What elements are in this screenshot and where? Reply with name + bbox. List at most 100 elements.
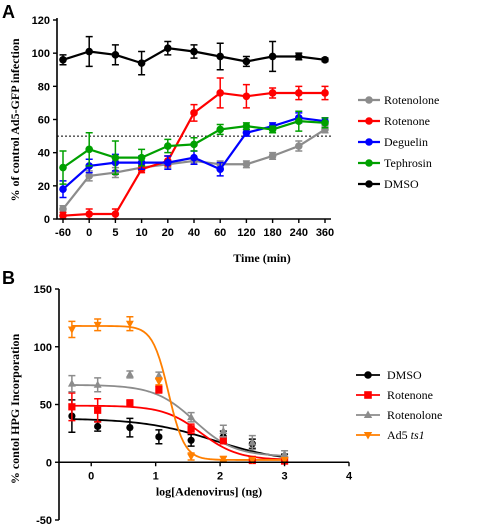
- legend-label: Rotenone: [384, 114, 430, 128]
- y-tick-label: 50: [40, 400, 52, 412]
- legend-marker: [364, 391, 372, 399]
- data-point-dmso: [155, 433, 163, 441]
- x-tick-label: 240: [290, 227, 308, 239]
- legend-item-deguelin: Deguelin: [358, 135, 428, 149]
- series-dmso: [59, 35, 329, 76]
- data-point-deguelin: [190, 153, 198, 162]
- legend-item-rotenolone: Rotenolone: [356, 408, 442, 422]
- data-point-dmso: [216, 52, 224, 61]
- data-point-dmso: [268, 52, 277, 61]
- legend-label: Rotenolone: [384, 93, 439, 107]
- data-point-deguelin: [242, 128, 251, 137]
- data-point-rotenone: [85, 210, 93, 218]
- x-tick-label: 360: [316, 227, 334, 239]
- data-point-rotenolone: [93, 380, 102, 388]
- data-point-rotenone: [219, 436, 227, 444]
- data-point-ad5-ts1: [93, 321, 102, 330]
- legend-item-rotenone: Rotenone: [356, 388, 433, 402]
- data-point-rotenolone: [280, 449, 289, 458]
- data-point-rotenone: [94, 406, 102, 414]
- y-tick-label: 100: [34, 342, 52, 354]
- data-point-tephrosin: [268, 125, 277, 134]
- series-rotenolone: [67, 370, 289, 459]
- data-point-dmso: [321, 56, 329, 64]
- legend-label: Deguelin: [384, 135, 428, 149]
- y-tick-label: 20: [38, 181, 50, 193]
- data-point-tephrosin: [137, 153, 146, 162]
- x-tick-label: 3: [281, 470, 287, 482]
- data-point-dmso: [94, 422, 102, 431]
- data-point-rotenolone: [248, 438, 257, 446]
- data-point-rotenone: [321, 89, 329, 97]
- legend-marker: [365, 159, 373, 167]
- data-point-rotenone: [111, 210, 120, 218]
- x-tick-label: 120: [237, 227, 255, 239]
- x-tick-label: 40: [188, 227, 200, 239]
- data-point-rotenolone: [268, 152, 277, 160]
- panel-b-legend: DMSO Rotenone Rotenolone Ad5 ts1: [356, 368, 442, 442]
- data-point-tephrosin: [111, 153, 120, 162]
- data-point-rotenolone: [67, 379, 76, 387]
- data-point-dmso: [242, 57, 251, 66]
- data-point-rotenolone: [187, 412, 196, 421]
- data-point-rotenone: [295, 89, 303, 97]
- data-point-dmso: [111, 51, 120, 59]
- data-point-rotenolone: [242, 160, 251, 169]
- data-point-deguelin: [216, 165, 224, 174]
- data-point-rotenolone: [59, 205, 67, 213]
- panel-b-marks: [67, 315, 289, 465]
- data-point-tephrosin: [59, 163, 67, 172]
- data-point-rotenolone: [125, 370, 134, 378]
- data-point-tephrosin: [164, 142, 172, 150]
- y-tick-label: 100: [32, 48, 50, 60]
- data-point-tephrosin: [216, 125, 224, 134]
- data-point-dmso: [85, 47, 93, 56]
- legend-item-ad5-ts1: Ad5 ts1: [356, 428, 425, 442]
- data-point-ad5-ts1: [67, 326, 76, 334]
- legend-marker: [365, 138, 373, 146]
- data-point-ad5-ts1: [125, 320, 134, 328]
- data-point-dmso: [126, 424, 134, 432]
- y-tick-label: 150: [34, 284, 52, 296]
- panel-a-legend: Rotenolone Rotenone Deguelin Tephrosin DMSO: [358, 93, 439, 191]
- fit-curve-rotenolone: [71, 384, 285, 457]
- data-point-dmso: [187, 436, 195, 444]
- x-tick-label: 4: [346, 470, 353, 482]
- data-point-rotenone: [59, 211, 67, 220]
- data-point-ad5-ts1: [280, 457, 289, 465]
- data-point-tephrosin: [85, 145, 93, 154]
- data-point-rotenone: [216, 89, 224, 97]
- data-point-dmso: [295, 52, 303, 61]
- data-point-rotenolone: [85, 172, 93, 180]
- panel-b-y-axis-title: % contol HPG Incorporation: [8, 334, 22, 485]
- x-tick-label: 2: [217, 470, 223, 482]
- legend-item-dmso: DMSO: [358, 177, 419, 191]
- data-point-rotenone: [187, 425, 195, 433]
- data-point-tephrosin: [295, 117, 303, 125]
- legend-label: DMSO: [387, 368, 422, 382]
- data-point-deguelin: [164, 158, 172, 167]
- data-point-rotenone: [126, 399, 134, 407]
- x-tick-label: -60: [55, 227, 71, 239]
- legend-marker: [365, 117, 373, 125]
- panel-b-axes: -50 0 50 100 150 0 1 2 3 4 log[Adenovirus] (ng): [34, 284, 353, 527]
- legend-item-rotenone: Rotenone: [358, 114, 430, 128]
- data-point-ad5-ts1: [219, 455, 228, 464]
- x-tick-label: 60: [214, 227, 226, 239]
- x-tick-label: 0: [88, 470, 94, 482]
- x-tick-label: 0: [86, 227, 92, 239]
- x-tick-label: 20: [162, 227, 174, 239]
- panel-b-label: B: [2, 268, 15, 288]
- legend-marker: [364, 371, 372, 379]
- data-point-rotenolone: [219, 426, 228, 434]
- panel-a-y-axis-title: % of control Ad5-GFP infection: [8, 38, 22, 201]
- legend-marker: [363, 431, 373, 440]
- legend-label: Tephrosin: [384, 156, 432, 170]
- panel-a-x-axis-title: Time (min): [233, 251, 290, 265]
- data-point-ad5-ts1: [154, 378, 163, 386]
- data-point-ad5-ts1: [187, 453, 196, 461]
- data-point-rotenone: [268, 89, 277, 97]
- panel-a-marks: [57, 35, 331, 220]
- panel-a-axes: 0 20 40 60 80 100 120 -60 0 5 10 20 40 60 120 180 240 360: [32, 15, 335, 239]
